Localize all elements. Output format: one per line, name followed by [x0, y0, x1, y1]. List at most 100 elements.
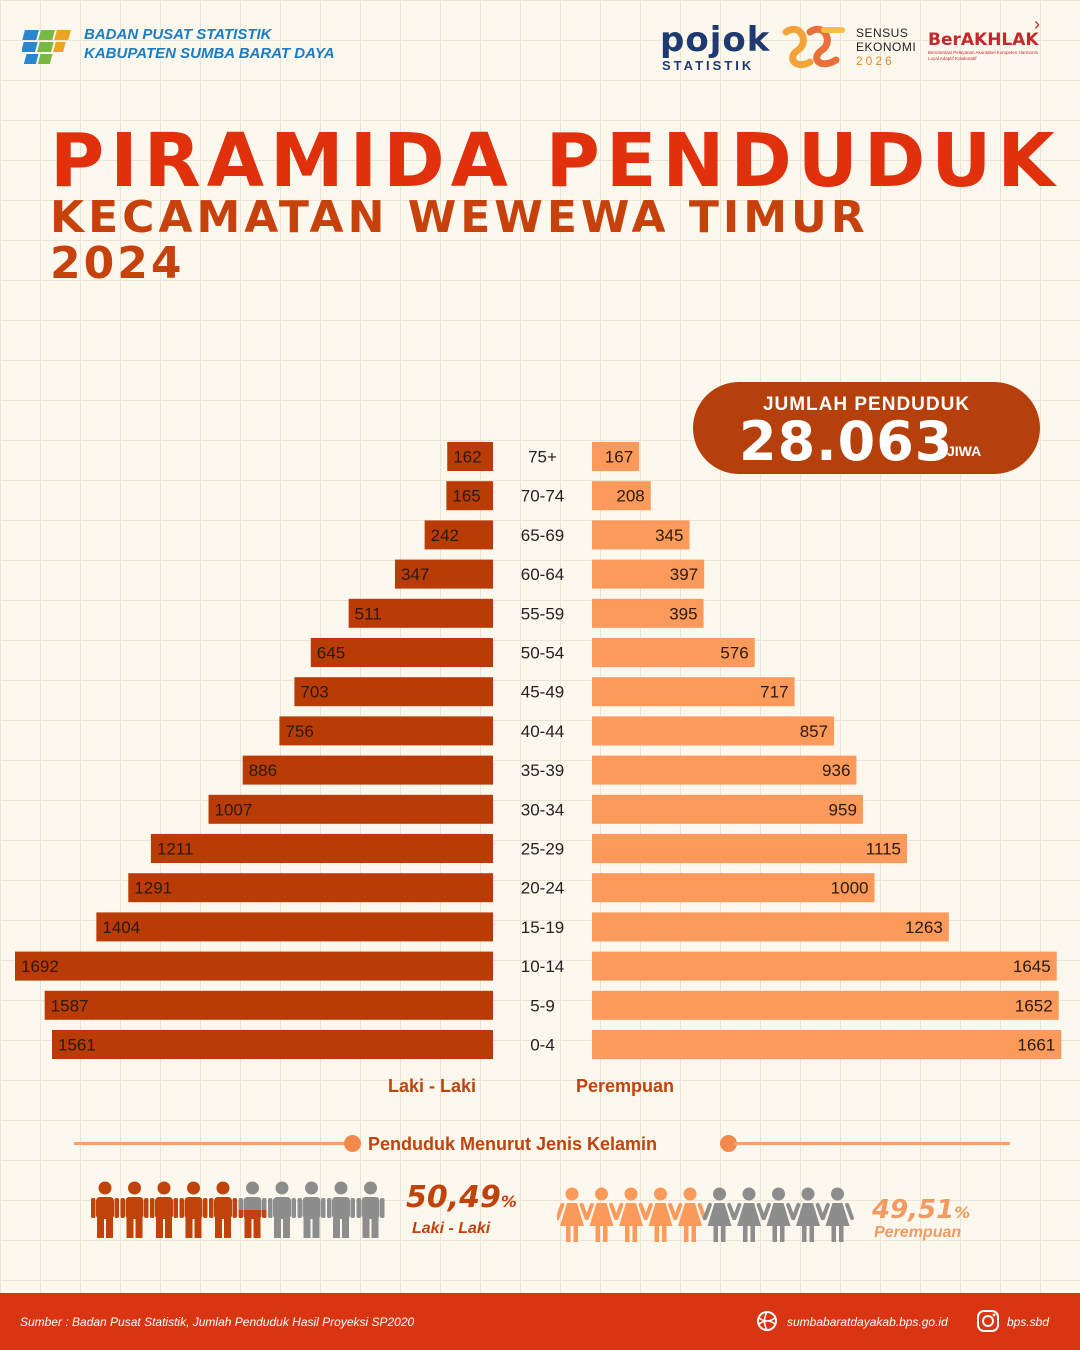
- male-person-icon: [327, 1181, 355, 1238]
- age-group-label: 55-59: [521, 604, 564, 623]
- female-person-icon: [557, 1187, 589, 1242]
- female-value-label: 1000: [831, 879, 869, 898]
- female-bar-0-4: [592, 1030, 1062, 1059]
- male-person-icon: [356, 1181, 385, 1238]
- male-value-label: 1692: [21, 957, 59, 976]
- female-bar-40-44: [592, 716, 835, 746]
- female-person-icon: [585, 1187, 618, 1242]
- male-person-icon: [179, 1181, 208, 1238]
- female-person-icon: [821, 1187, 854, 1242]
- male-person-icon: [209, 1181, 237, 1238]
- male-value-label: 886: [249, 761, 277, 780]
- male-value-label: 162: [453, 448, 481, 467]
- legend-female: Perempuan: [576, 1076, 675, 1096]
- population-pyramid-chart: 162 167 75+ 165 208 70-74 242 345 65-69 347 397 60-…: [15, 442, 1062, 1059]
- male-value-label: 165: [452, 487, 480, 506]
- section-dot-right: [720, 1135, 737, 1152]
- age-group-label: 75+: [528, 448, 557, 467]
- female-value-label: 959: [829, 800, 857, 819]
- female-person-icon: [791, 1187, 825, 1242]
- total-population-label: JUMLAH PENDUDUK: [762, 394, 971, 415]
- male-bar-35-39: [242, 755, 493, 785]
- male-bar-65-69: [424, 520, 493, 550]
- male-person-icon: [120, 1181, 149, 1238]
- footer-source: Sumber : Badan Pusat Statistik, Jumlah P…: [20, 1315, 415, 1329]
- berakhlak-logo: BerAKHLAK: [928, 30, 1039, 50]
- male-bar-5-9: [44, 990, 494, 1020]
- female-value-label: 576: [720, 644, 748, 663]
- age-group-label: 5-9: [530, 996, 555, 1015]
- male-percentage-label: Laki - Laki: [412, 1220, 491, 1237]
- age-group-label: 0-4: [530, 1036, 555, 1055]
- footer-instagram-link[interactable]: bps.sbd: [1007, 1315, 1050, 1329]
- female-person-icon: [673, 1187, 707, 1242]
- male-bar-25-29: [150, 834, 493, 863]
- female-value-label: 857: [800, 722, 828, 741]
- male-bar-60-64: [394, 559, 493, 589]
- female-value-label: 395: [669, 604, 697, 623]
- female-value-label: 1652: [1015, 996, 1053, 1015]
- berakhlak-tagline: Berorientasi Pelayanan Akuntabel Kompete…: [928, 50, 1038, 61]
- age-group-label: 50-54: [521, 644, 564, 663]
- female-person-icon: [614, 1187, 648, 1242]
- section-divider-left: [74, 1142, 350, 1145]
- female-bar-25-29: [592, 834, 907, 863]
- male-bar-30-34: [208, 794, 494, 824]
- female-bar-30-34: [592, 794, 863, 824]
- age-group-label: 25-29: [521, 840, 564, 859]
- male-person-icon: [297, 1181, 326, 1238]
- section-dot-left: [344, 1135, 361, 1152]
- page-title: PIRAMIDA PENDUDUK: [50, 118, 1061, 204]
- male-value-label: 347: [401, 565, 429, 584]
- male-percentage-value: 50,49: [406, 1180, 501, 1215]
- footer-website-link[interactable]: sumbabaratdayakab.bps.go.id: [787, 1315, 948, 1329]
- age-group-label: 30-34: [521, 800, 564, 819]
- female-bar-55-59: [592, 598, 704, 628]
- female-bar-75+: [592, 442, 640, 471]
- female-value-label: 345: [655, 526, 683, 545]
- male-bar-45-49: [294, 677, 493, 707]
- female-bar-45-49: [592, 677, 795, 707]
- female-value-label: 1645: [1013, 957, 1051, 976]
- male-value-label: 1587: [51, 996, 89, 1015]
- bps-logo-icon: [22, 30, 71, 64]
- female-bar-50-54: [592, 638, 755, 667]
- section-divider-right: [734, 1142, 1010, 1145]
- sex-section-title: Penduduk Menurut Jenis Kelamin: [368, 1134, 658, 1154]
- berakhlak-chevron-icon: ›: [1034, 14, 1040, 34]
- legend-male: Laki - Laki: [388, 1076, 477, 1096]
- age-group-label: 60-64: [521, 565, 564, 584]
- female-person-icon: [732, 1187, 766, 1242]
- footer: Sumber : Badan Pusat Statistik, Jumlah P…: [0, 1293, 1080, 1350]
- age-group-label: 20-24: [521, 879, 564, 898]
- male-value-label: 1211: [157, 840, 194, 859]
- male-bar-0-4: [52, 1030, 494, 1059]
- age-group-label: 70-74: [521, 487, 564, 506]
- female-bar-10-14: [592, 951, 1057, 981]
- male-person-icon: [268, 1181, 296, 1238]
- male-value-label: 511: [355, 604, 382, 623]
- female-value-label: 1263: [905, 918, 943, 937]
- org-name-line1: BADAN PUSAT STATISTIK: [84, 26, 272, 43]
- total-population-badge: JUMLAH PENDUDUK 28.063 JIWA: [693, 382, 1040, 474]
- male-value-label: 242: [431, 526, 459, 545]
- female-percentage-value: 49,51: [872, 1195, 955, 1225]
- age-group-label: 35-39: [521, 761, 564, 780]
- male-bar-15-19: [96, 912, 494, 942]
- page-year: 2024: [50, 238, 185, 289]
- male-value-label: 1404: [102, 918, 140, 937]
- age-group-label: 10-14: [521, 957, 564, 976]
- male-value-label: 1291: [134, 879, 172, 898]
- female-value-label: 397: [670, 565, 698, 584]
- female-percentage-unit: %: [954, 1203, 971, 1222]
- instagram-icon: [977, 1310, 999, 1332]
- female-bar-70-74: [592, 481, 651, 511]
- female-percentage: 49,51%: [872, 1195, 970, 1225]
- female-percentage-label: Perempuan: [874, 1224, 962, 1241]
- total-population-unit: JIWA: [947, 443, 982, 459]
- globe-icon: [757, 1311, 777, 1331]
- age-group-label: 65-69: [521, 526, 564, 545]
- age-group-label: 45-49: [521, 683, 564, 702]
- female-value-label: 208: [616, 487, 644, 506]
- sensus-ekonomi-logo-icon: [782, 25, 845, 69]
